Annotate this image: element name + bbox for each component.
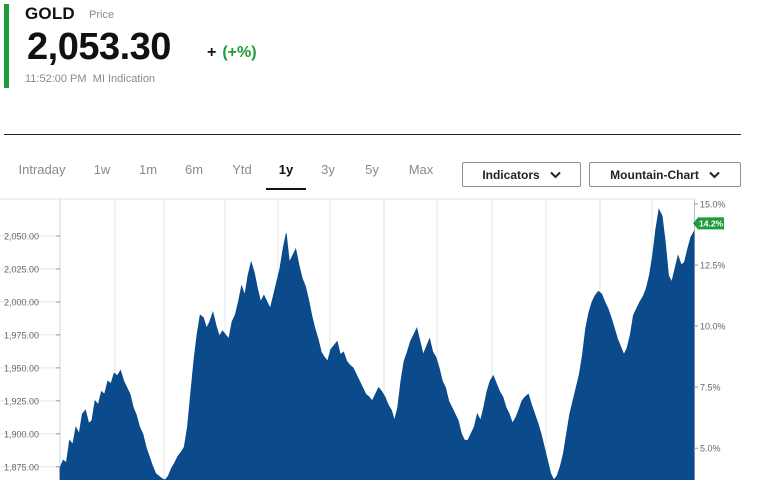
tab-1m[interactable]: 1m	[138, 162, 158, 177]
price-chart-svg: 2,050.00 2,025.00 2,000.00 1,975.00 1,950.00…	[0, 198, 726, 481]
tab-max[interactable]: Max	[408, 162, 434, 177]
tab-intraday[interactable]: Intraday	[18, 162, 66, 177]
symbol-label: GOLD	[25, 4, 75, 23]
indicators-dropdown[interactable]: Indicators	[462, 162, 581, 187]
y-tick-label: 2,025.00	[4, 264, 39, 274]
y-tick-label: 1,875.00	[4, 462, 39, 472]
price-chart[interactable]: 2,050.00 2,025.00 2,000.00 1,975.00 1,950.00…	[0, 196, 763, 481]
quote-time: 11:52:00 PM	[25, 73, 87, 85]
tab-1y[interactable]: 1y	[266, 160, 306, 190]
chart-area-series	[59, 208, 695, 481]
quote-accent-bar	[4, 4, 9, 88]
chevron-down-icon	[709, 171, 720, 178]
quote-timestamp: 11:52:00 PM MI Indication	[25, 73, 155, 85]
change-percent: (+%)	[222, 44, 257, 61]
y-tick-label: 2,000.00	[4, 297, 39, 307]
y2-tick-label: 5.0%	[700, 444, 721, 454]
y-tick-label: 2,050.00	[4, 231, 39, 241]
y-tick-label: 1,900.00	[4, 429, 39, 439]
chevron-down-icon	[549, 171, 561, 178]
symbol-sublabel: Price	[89, 9, 115, 21]
indicators-label: Indicators	[482, 167, 540, 182]
header-divider	[4, 134, 741, 135]
tab-5y[interactable]: 5y	[365, 162, 379, 177]
last-price: 2,053.30	[27, 26, 171, 68]
y2-tick-label: 7.5%	[700, 383, 721, 393]
area-series-fill	[59, 208, 695, 481]
chart-axes: 2,050.00 2,025.00 2,000.00 1,975.00 1,950.00…	[4, 199, 726, 472]
y2-tick-label: 12.5%	[700, 260, 726, 270]
y-tick-label: 1,975.00	[4, 330, 39, 340]
tab-3y[interactable]: 3y	[321, 162, 335, 177]
tab-6m[interactable]: 6m	[184, 162, 204, 177]
y2-tick-label: 15.0%	[700, 199, 726, 209]
price-change: + (+%)	[207, 44, 257, 62]
y2-tick-label: 10.0%	[700, 322, 726, 332]
chart-type-label: Mountain-Chart	[610, 167, 699, 182]
y-tick-label: 1,950.00	[4, 363, 39, 373]
tab-ytd[interactable]: Ytd	[232, 162, 252, 177]
current-value-badge-label: 14.2%	[699, 219, 724, 229]
current-value-badge	[693, 217, 724, 230]
chart-type-dropdown[interactable]: Mountain-Chart	[589, 162, 741, 187]
y-tick-label: 1,925.00	[4, 396, 39, 406]
change-sign: +	[207, 44, 217, 61]
tab-1w[interactable]: 1w	[93, 162, 111, 177]
quote-source: MI Indication	[92, 73, 156, 85]
